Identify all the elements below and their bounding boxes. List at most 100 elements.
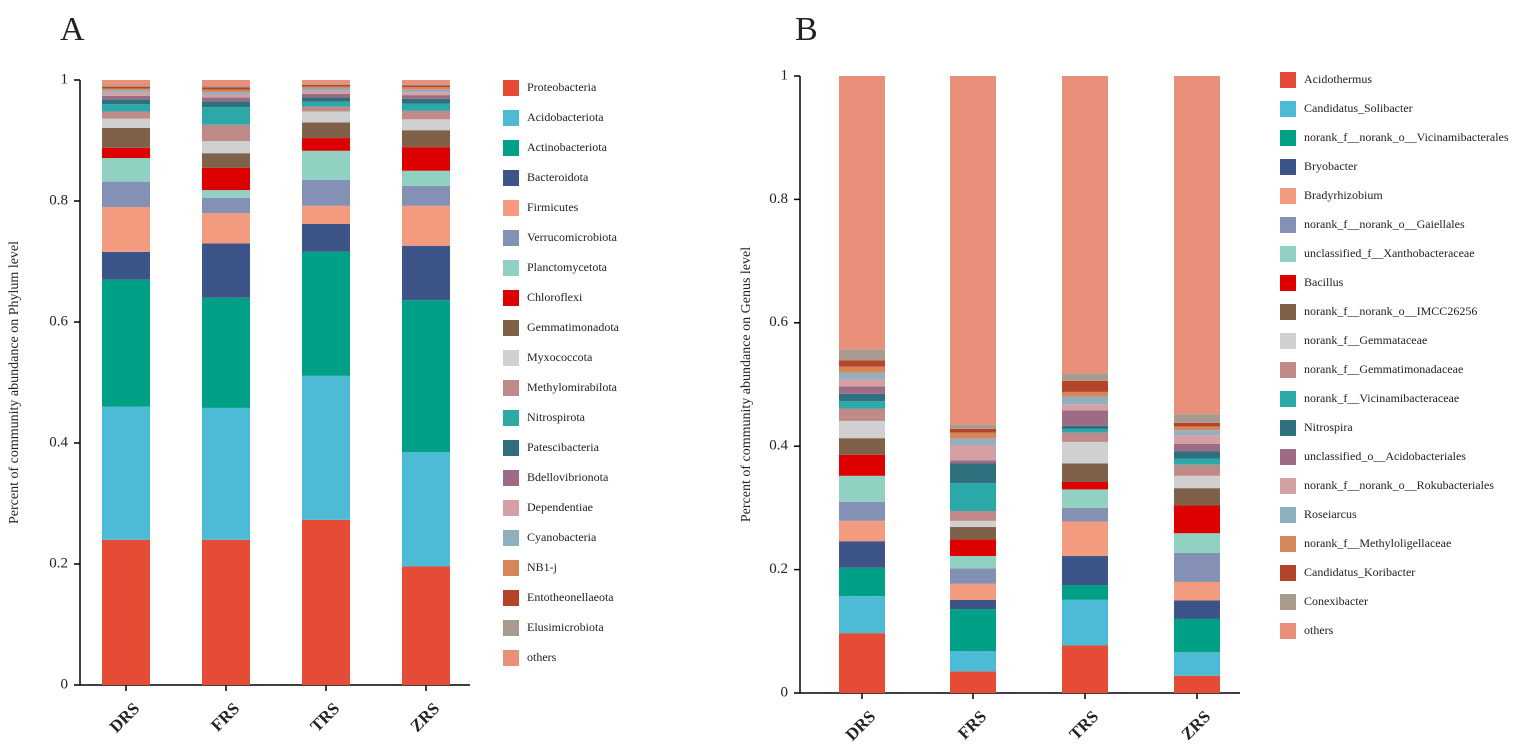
bar-segment [839,541,885,568]
legend-label: norank_f__Methyloligellaceae [1304,536,1451,550]
legend-label: Patescibacteria [527,440,600,454]
bar-segment [1062,410,1108,426]
bar-segment [402,300,450,453]
bar-segment [102,92,150,96]
legend-swatch [503,410,519,426]
legend-label: Bryobacter [1304,159,1357,173]
bar-segment [202,92,250,95]
legend-label: norank_f__norank_o__Rokubacteriales [1304,478,1494,492]
bar-segment [302,150,350,180]
legend-swatch [1280,507,1296,523]
bar-segment [839,567,885,597]
legend-swatch [503,140,519,156]
bar-segment [102,85,150,87]
bar-segment [202,153,250,168]
bar-segment [1174,581,1220,601]
bar-segment [950,583,996,600]
legend-swatch [1280,304,1296,320]
legend-label: Acidobacteriota [527,110,604,124]
legend-label: Methylomirabilota [527,380,618,394]
y-tick-label: 0.8 [49,192,68,208]
bar-segment [839,393,885,402]
bar-segment [202,190,250,198]
bar-segment [839,366,885,373]
legend-swatch [503,290,519,306]
bar-segment [202,124,250,142]
bar-segment [402,452,450,567]
bar-segment [839,401,885,409]
legend-swatch [503,170,519,186]
bar-segment [1174,426,1220,431]
bar-segment [302,106,350,112]
bar-segment [839,408,885,421]
y-tick-label: 0.2 [769,561,788,577]
bar-segment [402,566,450,685]
legend-swatch [1280,130,1296,146]
bar-segment [102,207,150,252]
bar-segment [950,463,996,484]
bar-segment [839,76,885,350]
bar-segment [102,147,150,159]
y-tick-label: 1 [61,71,69,87]
bar-segment [1062,396,1108,405]
bar-segment [1174,505,1220,534]
legend-label: Candidatus_Koribacter [1304,565,1415,579]
bar-segment [950,460,996,464]
x-tick-label: ZRS [1177,707,1214,744]
bar-segment [402,87,450,90]
legend-swatch [1280,536,1296,552]
bar-segment [402,80,450,85]
legend-label: Bdellovibrionota [527,470,609,484]
bar-segment [102,158,150,182]
legend-swatch [1280,217,1296,233]
legend-swatch [503,470,519,486]
legend-label: Bacillus [1304,275,1344,289]
legend-swatch [503,350,519,366]
legend-swatch [503,650,519,666]
bar-segment [302,80,350,84]
bar-segment [402,205,450,246]
legend-swatch [1280,478,1296,494]
legend-label: Elusimicrobiota [527,620,604,634]
legend-label: Proteobacteria [527,80,597,94]
legend-swatch [503,230,519,246]
bar-segment [1062,428,1108,433]
bar-segment [202,167,250,191]
bar-segment [1174,76,1220,415]
legend-label: others [527,650,557,664]
bar-segment [839,501,885,521]
bar-segment [402,84,450,86]
bar-segment [839,438,885,455]
legend-label: unclassified_o__Acidobacteriales [1304,449,1466,463]
y-tick-label: 1 [781,67,789,83]
bar-segment [302,205,350,224]
bar-segment [1062,556,1108,586]
bar-segment [402,119,450,131]
legend-swatch [1280,565,1296,581]
bar-segment [1174,414,1220,423]
bar-segment [950,438,996,445]
bar-segment [402,185,450,206]
legend-label: unclassified_f__Xanthobacteraceae [1304,246,1475,260]
legend-swatch [503,560,519,576]
x-tick-label: DRS [106,699,143,736]
bar-segment [1174,600,1220,619]
legend-swatch [1280,594,1296,610]
bar-segment [1062,645,1108,693]
bar-segment [950,424,996,429]
bar-segment [839,633,885,693]
bar-segment [202,243,250,298]
bar-segment [1174,675,1220,693]
bar-segment [302,375,350,520]
bar-segment [1062,404,1108,411]
y-tick-label: 0 [781,684,789,700]
legend-label: Nitrospira [1304,420,1353,434]
legend-swatch [503,530,519,546]
bar-segment [202,297,250,408]
legend-label: norank_f__Gemmataceae [1304,333,1427,347]
bar-segment [1062,373,1108,381]
bar-segment [202,141,250,154]
bar-segment [102,88,150,91]
bar-segment [1174,618,1220,653]
